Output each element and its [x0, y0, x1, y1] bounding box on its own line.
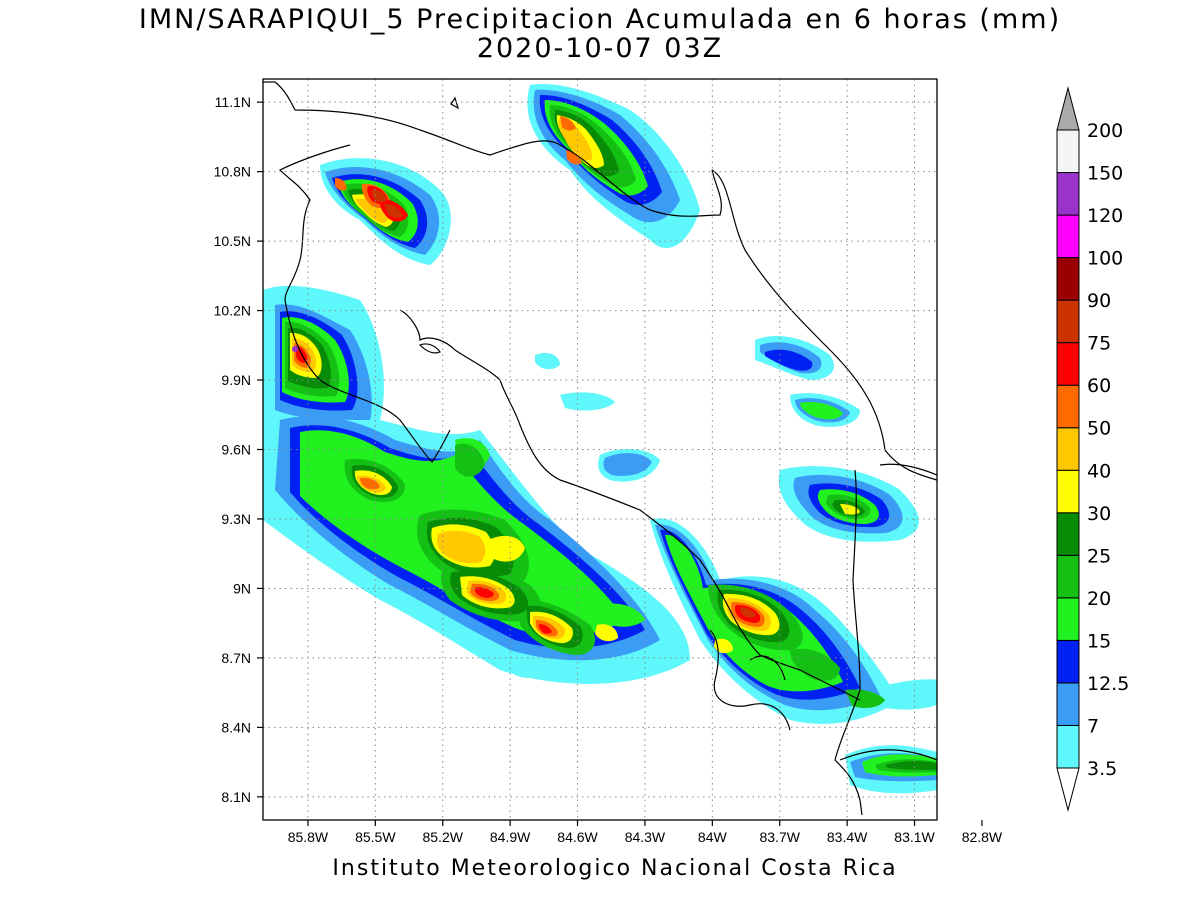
- legend-label: 25: [1087, 545, 1111, 567]
- legend-label: 90: [1087, 290, 1111, 312]
- lat-tick-label: 9.6N: [221, 442, 251, 458]
- legend-label: 120: [1087, 205, 1123, 227]
- lat-tick-label: 9.3N: [221, 511, 251, 527]
- map-subtitle: 2020-10-07 03Z: [476, 33, 724, 64]
- map-footer: Instituto Meteorologico Nacional Costa R…: [332, 856, 898, 881]
- legend-swatch: [1056, 299, 1080, 344]
- legend-swatch: [1056, 129, 1080, 174]
- map-title: IMN/SARAPIQUI_5 Precipitacion Acumulada …: [138, 4, 1062, 35]
- lon-axis: 85.8W 85.5W 85.2W 84.9W 84.6W 84.3W 84W 83.7W 83…: [288, 820, 1003, 845]
- legend-swatch: [1056, 512, 1080, 556]
- legend-swatch: [1056, 257, 1080, 301]
- lon-tick-label: 83.7W: [759, 829, 800, 845]
- legend-swatch: [1056, 214, 1080, 259]
- legend-label: 12.5: [1087, 673, 1129, 695]
- legend-label: 7: [1087, 715, 1099, 737]
- lon-tick-label: 84.3W: [625, 829, 666, 845]
- lon-tick-label: 84.9W: [490, 829, 531, 845]
- legend-label: 20: [1087, 588, 1111, 610]
- legend-label: 30: [1087, 503, 1111, 525]
- legend-swatch: [1056, 639, 1080, 684]
- lon-tick-label: 84.6W: [557, 829, 598, 845]
- legend-label: 50: [1087, 418, 1111, 440]
- lat-tick-label: 9N: [233, 580, 251, 596]
- legend-label: 200: [1087, 120, 1123, 142]
- precipitation-field: [263, 84, 937, 794]
- legend-swatch: [1056, 682, 1080, 726]
- legend-under-triangle: [1056, 767, 1080, 812]
- legend-label: 100: [1087, 248, 1123, 270]
- lon-tick-label: 83.4W: [827, 829, 868, 845]
- legend-over-triangle: [1056, 86, 1080, 131]
- legend-label: 75: [1087, 333, 1111, 355]
- lon-tick-label: 85.2W: [422, 829, 463, 845]
- lat-tick-label: 10.2N: [214, 303, 251, 319]
- lon-tick-label: 82.8W: [962, 829, 1003, 845]
- legend-label: 40: [1087, 460, 1111, 482]
- legend-swatch: [1056, 342, 1080, 386]
- lat-tick-label: 8.1N: [221, 789, 251, 805]
- legend-colorbar: 3.5 7 12.5 15 20 25 30 40 50 60 75 90 100 120 150 200: [1056, 86, 1129, 812]
- lat-tick-label: 8.7N: [221, 650, 251, 666]
- legend-swatch: [1056, 554, 1080, 599]
- lat-tick-label: 11.1N: [215, 94, 251, 110]
- lat-axis: 11.1N 10.8N 10.5N 10.2N 9.9N 9.6N 9.3N 9N 8.7N 8.…: [214, 94, 263, 805]
- lon-tick-label: 85.8W: [288, 829, 329, 845]
- legend-swatch: [1056, 597, 1080, 641]
- lon-tick-label: 84W: [698, 829, 728, 845]
- legend-swatch: [1056, 469, 1080, 514]
- legend-swatch: [1056, 172, 1080, 216]
- legend-label: 60: [1087, 375, 1111, 397]
- legend-label: 150: [1087, 163, 1123, 185]
- legend-label: 3.5: [1087, 758, 1117, 780]
- lat-tick-label: 8.4N: [221, 719, 251, 735]
- legend-label: 15: [1087, 630, 1111, 652]
- legend-swatch: [1056, 724, 1080, 769]
- lat-tick-label: 10.8N: [214, 164, 251, 180]
- legend-swatch: [1056, 427, 1080, 471]
- lon-tick-label: 83.1W: [894, 829, 935, 845]
- lat-tick-label: 10.5N: [214, 233, 251, 249]
- legend-swatch: [1056, 384, 1080, 429]
- grid-lines: [263, 79, 937, 820]
- lon-tick-label: 85.5W: [355, 829, 396, 845]
- lat-tick-label: 9.9N: [221, 372, 251, 388]
